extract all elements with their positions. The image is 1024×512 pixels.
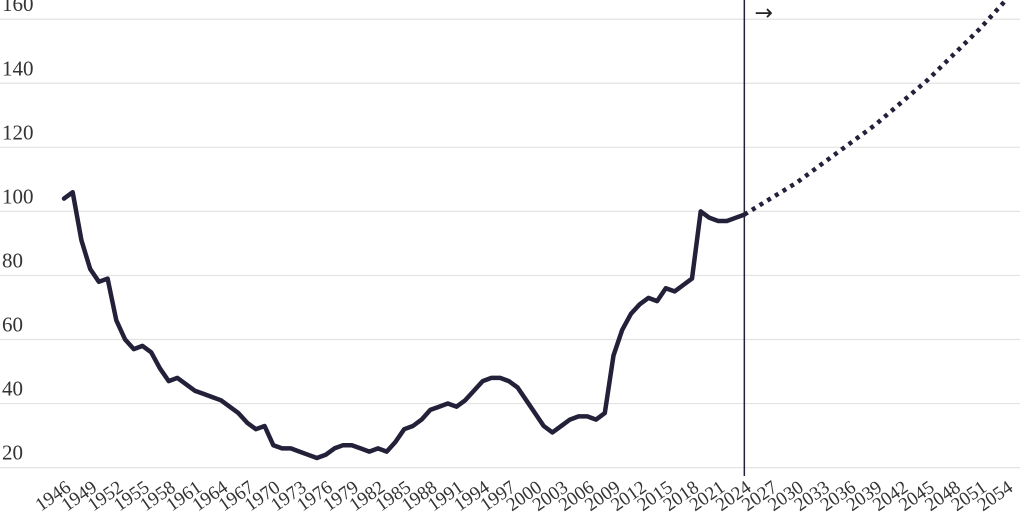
y-tick-label: 140 [2,56,34,80]
series-lines [61,0,1008,461]
y-tick-label: 60 [2,312,23,336]
y-axis-tick-labels: 20 40 60 80 100 120 140 160 [2,0,34,465]
y-tick-label: 40 [2,377,23,401]
y-tick-label: 120 [2,120,34,144]
gridlines [0,18,1020,469]
y-tick-label: 100 [2,184,34,208]
y-tick-label: 160 [2,0,34,16]
x-axis-tick-labels: 1946194919521955195819611964196719701973… [32,477,1018,512]
y-tick-label: 20 [2,441,23,465]
projection-arrow-annotation: → [754,1,772,26]
projection-series-line [743,0,1008,217]
y-tick-label: 80 [2,248,23,272]
historical-series-line [61,189,747,461]
